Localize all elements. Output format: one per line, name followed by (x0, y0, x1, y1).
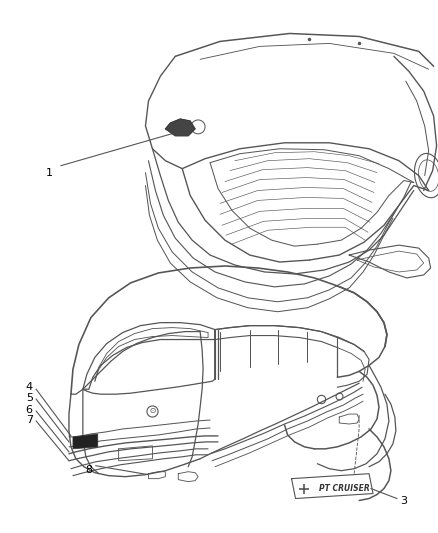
Text: ⵙ: ⵙ (149, 408, 155, 414)
Text: 5: 5 (26, 393, 33, 403)
Polygon shape (165, 119, 195, 136)
Text: 8: 8 (85, 465, 92, 475)
Text: 4: 4 (25, 382, 33, 392)
Polygon shape (73, 434, 98, 449)
Text: 1: 1 (46, 167, 53, 177)
Text: PT CRUISER: PT CRUISER (318, 484, 369, 493)
Text: 3: 3 (399, 496, 406, 505)
Text: 6: 6 (26, 405, 33, 415)
Text: 7: 7 (25, 415, 33, 425)
